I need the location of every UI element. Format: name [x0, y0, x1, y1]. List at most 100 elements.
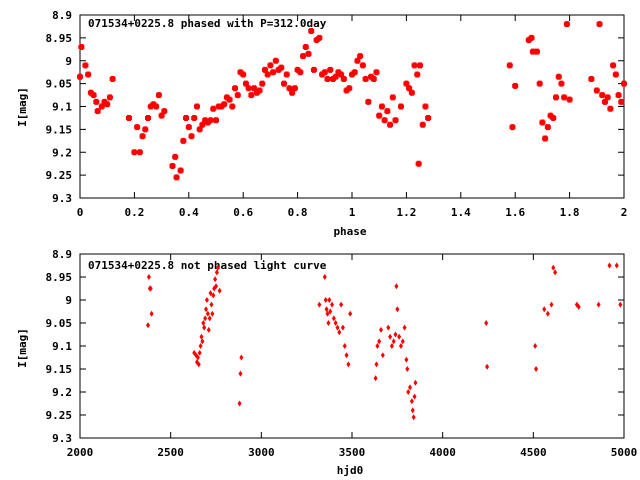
unphased-light-curve-panel: 071534+0225.8 not phased light curve hjd… [16, 248, 637, 477]
data-point [261, 66, 268, 73]
phased-x-axis-title: phase [333, 225, 366, 238]
data-point [197, 349, 202, 356]
x-tick-label: 2000 [67, 446, 94, 459]
x-tick-label: 1 [349, 206, 356, 219]
data-point [213, 117, 219, 124]
data-point [188, 133, 195, 140]
data-point [207, 315, 212, 322]
data-point [202, 324, 207, 331]
data-point [146, 274, 151, 280]
data-point [270, 69, 277, 76]
y-tick-label: 9.2 [52, 386, 72, 399]
data-point [389, 94, 396, 101]
data-point [563, 21, 570, 28]
data-point [310, 66, 317, 73]
data-point [203, 315, 208, 322]
data-point [485, 363, 490, 370]
data-point [259, 80, 266, 87]
data-point [109, 76, 116, 83]
phased-light-curve-panel: 071534+0225.8 phased with P=312.0day pha… [16, 9, 627, 238]
data-point [403, 80, 410, 87]
data-point [373, 69, 380, 76]
data-point [234, 92, 241, 99]
data-point [153, 103, 160, 110]
data-point [506, 62, 513, 69]
data-point [533, 343, 538, 349]
x-tick-label: 0 [77, 206, 84, 219]
data-point [210, 310, 215, 317]
data-point [278, 64, 285, 71]
data-point [408, 89, 415, 96]
data-point [308, 28, 315, 35]
data-point [149, 310, 154, 317]
data-point [397, 103, 404, 110]
data-point [177, 167, 184, 174]
data-point [405, 366, 410, 372]
data-point [332, 73, 339, 80]
data-point [134, 124, 141, 131]
data-point [155, 92, 162, 99]
data-point [180, 137, 187, 144]
data-point [161, 108, 168, 115]
data-point [131, 149, 138, 156]
data-point [404, 356, 409, 363]
data-point [544, 124, 551, 131]
data-point [323, 297, 328, 303]
y-tick-label: 9.15 [46, 363, 73, 376]
data-point [422, 103, 429, 110]
data-point [146, 322, 150, 329]
y-tick-label: 8.95 [46, 271, 73, 284]
data-point [561, 94, 568, 101]
data-point [232, 85, 239, 92]
data-point [362, 76, 369, 83]
data-point [210, 105, 217, 112]
phased-y-axis-title: I[mag] [16, 87, 29, 127]
data-point [77, 73, 83, 80]
data-point [379, 326, 384, 333]
data-point [125, 114, 132, 121]
data-point [214, 283, 218, 290]
data-point [553, 94, 559, 101]
data-point [389, 343, 394, 349]
x-tick-label: 0.4 [179, 206, 199, 219]
data-point [196, 126, 203, 133]
data-point [206, 326, 211, 333]
data-point [397, 333, 402, 340]
x-tick-label: 4000 [429, 446, 456, 459]
data-point [377, 338, 382, 345]
data-point [148, 285, 153, 292]
data-point [297, 69, 304, 76]
x-tick-label: 1.8 [560, 206, 580, 219]
data-point [305, 50, 312, 57]
data-point [211, 292, 216, 299]
data-point [386, 324, 391, 331]
data-point [337, 329, 342, 336]
y-tick-label: 9.1 [52, 340, 72, 353]
data-point [328, 308, 333, 315]
data-point [536, 80, 543, 87]
data-point [615, 92, 622, 99]
data-point [512, 82, 519, 89]
data-point [351, 69, 358, 76]
data-point [196, 361, 201, 368]
data-point [344, 352, 349, 359]
data-point [324, 306, 329, 313]
y-tick-label: 8.9 [52, 9, 72, 22]
x-tick-label: 3000 [248, 446, 275, 459]
data-point [172, 153, 179, 160]
data-point [406, 389, 411, 395]
data-point [326, 320, 331, 326]
data-point [509, 124, 516, 131]
y-tick-label: 9.2 [52, 146, 72, 159]
data-point [240, 71, 247, 78]
data-point [173, 174, 180, 181]
data-point [398, 343, 403, 349]
data-point [325, 310, 330, 317]
x-tick-label: 0.2 [124, 206, 144, 219]
data-point [106, 94, 113, 101]
data-point [348, 310, 353, 317]
data-point [409, 398, 414, 405]
data-point [614, 262, 619, 269]
x-tick-label: 2500 [157, 446, 184, 459]
data-point [354, 57, 361, 64]
